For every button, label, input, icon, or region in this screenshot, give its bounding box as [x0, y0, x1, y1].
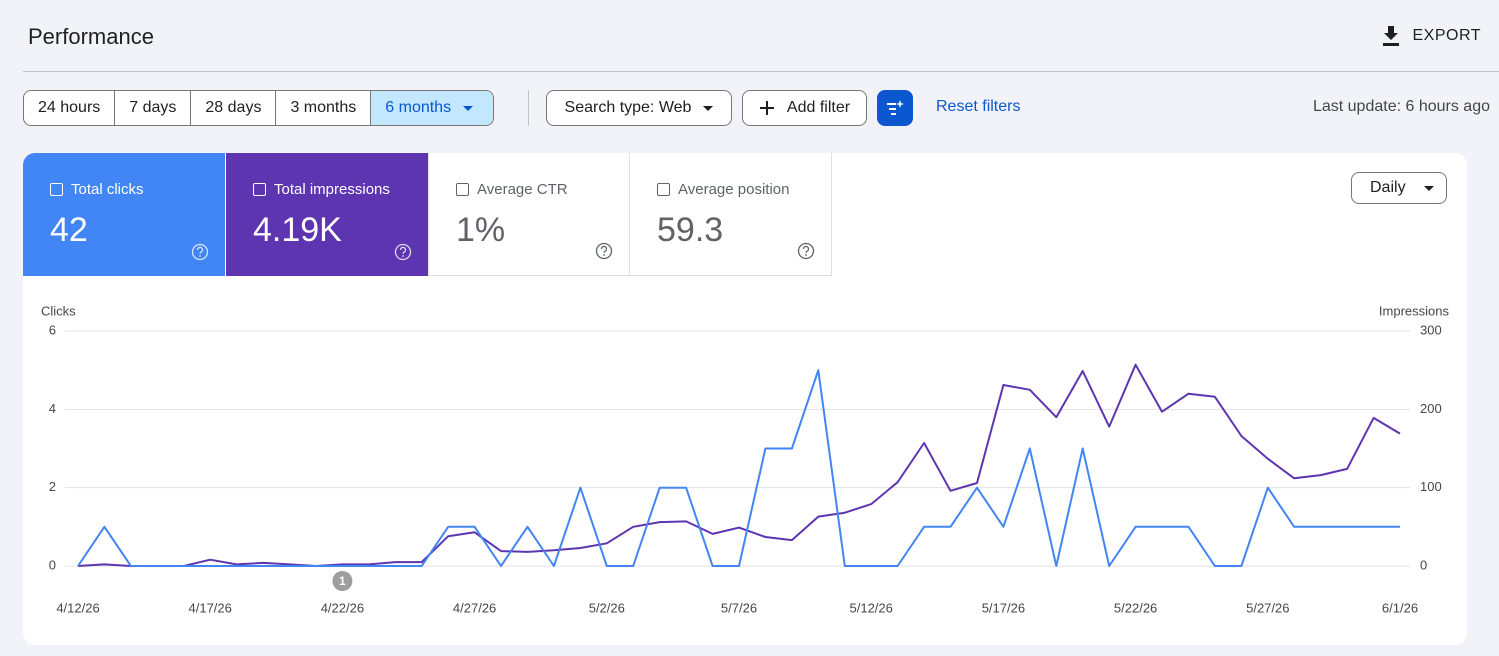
metric-tile[interactable]: Average position 59.3 — [630, 153, 832, 276]
checkbox — [50, 183, 63, 196]
help-icon — [394, 243, 412, 261]
y2-axis-label: Impressions — [1379, 303, 1450, 318]
range-option[interactable]: 24 hours — [24, 91, 116, 125]
plus-icon — [759, 101, 774, 115]
metric-label: Total clicks — [71, 181, 144, 198]
divider — [528, 90, 529, 126]
x-tick-label: 6/1/26 — [1382, 600, 1418, 615]
range-selector: 24 hours 7 days 28 days 3 months 6 month… — [23, 90, 495, 126]
range-option[interactable]: 28 days — [191, 91, 277, 125]
help-icon — [595, 242, 613, 260]
add-filter-label: Add filter — [786, 99, 851, 116]
series-line — [77, 369, 1400, 567]
y-tick-label: 2 — [49, 479, 56, 494]
y2-tick-label: 100 — [1420, 479, 1442, 494]
x-tick-label: 5/27/26 — [1246, 600, 1289, 615]
checkbox — [253, 183, 266, 196]
page-title: Performance — [28, 24, 154, 49]
x-tick-label: 4/22/26 — [321, 600, 364, 615]
x-tick-label: 4/27/26 — [453, 600, 496, 615]
range-option[interactable]: 7 days — [115, 91, 192, 125]
metric-label: Average CTR — [477, 181, 568, 198]
search-type-button[interactable]: Search type: Web — [546, 90, 732, 126]
caret — [703, 105, 714, 111]
export-button[interactable]: EXPORT — [1381, 25, 1482, 47]
x-tick-label: 4/17/26 — [189, 600, 232, 615]
help-icon — [797, 242, 815, 260]
metric-label: Average position — [678, 181, 790, 198]
x-tick-label: 5/2/26 — [589, 600, 625, 615]
metric-value: 42 — [50, 211, 88, 249]
range-option[interactable]: 3 months — [276, 91, 372, 125]
metric-value: 59.3 — [657, 211, 724, 249]
x-tick-label: 5/7/26 — [721, 600, 757, 615]
metric-label-row: Total clicks — [50, 181, 144, 198]
metric-label-row: Average position — [657, 181, 789, 198]
annotation-marker — [332, 571, 353, 591]
caret — [1424, 185, 1434, 191]
checkbox — [456, 183, 469, 196]
y-tick-label: 6 — [49, 322, 56, 337]
annotation-label: 1 — [339, 574, 346, 588]
export-label: EXPORT — [1412, 27, 1481, 44]
metric-value: 4.19K — [253, 211, 342, 249]
metric-label-row: Total impressions — [253, 181, 390, 198]
range-option-selected[interactable]: 6 months — [371, 91, 494, 125]
granularity-dropdown[interactable]: Daily — [1351, 172, 1447, 204]
metric-tile[interactable]: Average CTR 1% — [428, 153, 630, 276]
metric-tile[interactable]: Total impressions 4.19K — [226, 153, 428, 276]
metric-tile[interactable]: Total clicks 42 — [23, 153, 225, 276]
y-tick-label: 4 — [49, 401, 56, 416]
y-tick-label: 0 — [49, 557, 56, 572]
search-type-label: Search type: Web — [564, 99, 692, 116]
header-rule — [23, 71, 1499, 72]
last-update: Last update: 6 hours ago — [1312, 98, 1490, 115]
help-icon — [191, 243, 209, 261]
checkbox — [657, 183, 670, 196]
x-tick-label: 4/12/26 — [56, 600, 99, 615]
add-filter-button[interactable]: Add filter — [742, 90, 867, 126]
filter-assist-button[interactable] — [877, 90, 913, 126]
reset-filters-link[interactable]: Reset filters — [936, 98, 1021, 115]
filter-icon — [887, 100, 904, 115]
y2-tick-label: 0 — [1420, 557, 1427, 572]
x-tick-label: 5/17/26 — [982, 600, 1025, 615]
x-tick-label: 5/22/26 — [1114, 600, 1157, 615]
series-line — [77, 363, 1401, 567]
x-tick-label: 5/12/26 — [850, 600, 893, 615]
metric-value: 1% — [456, 211, 506, 249]
metric-label: Total impressions — [274, 181, 390, 198]
range-label: 6 months — [385, 99, 452, 116]
caret — [463, 105, 474, 111]
y-axis-label: Clicks — [41, 303, 76, 318]
y2-tick-label: 200 — [1420, 401, 1442, 416]
y2-tick-label: 300 — [1420, 322, 1442, 337]
metric-label-row: Average CTR — [456, 181, 568, 198]
granularity-label: Daily — [1370, 179, 1406, 196]
download-icon — [1382, 26, 1399, 46]
